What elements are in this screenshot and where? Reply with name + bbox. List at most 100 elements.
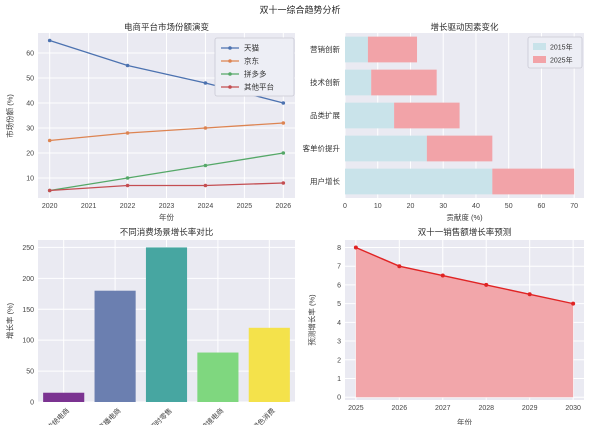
category-label: 品类扩展 [310, 110, 340, 120]
data-point [125, 176, 130, 180]
data-point [281, 121, 286, 125]
x-tick-label: 2029 [522, 405, 538, 412]
data-point [47, 188, 52, 193]
bar-segment-2025 [367, 36, 418, 63]
y-tick-label: 20 [26, 151, 34, 158]
y-tick-label: 30 [26, 126, 34, 133]
x-tick-label: 2030 [565, 405, 581, 412]
chart-title: 电商平台市场份额演变 [123, 22, 209, 32]
category-label: 技术创新 [310, 77, 340, 87]
y-tick-label: 3 [337, 339, 341, 346]
y-tick-label: 2 [337, 357, 341, 364]
bar-segment-2025 [426, 135, 493, 162]
category-label: 客单价提升 [303, 143, 341, 153]
bar [197, 352, 239, 402]
data-point [571, 301, 576, 306]
x-tick-label: 20 [407, 203, 415, 210]
legend-label: 2025年 [550, 56, 573, 65]
panel-market-share: 2020 2021 2022 2023 2024 2025 2026 10 20 30 40 50 60… [0, 20, 300, 224]
data-point [203, 163, 208, 168]
x-tick-label: 跨境电商 [199, 406, 225, 425]
x-tick-label: 30 [439, 203, 447, 210]
x-tick-label: 2025 [348, 405, 364, 412]
x-tick-label: 2026 [276, 203, 292, 210]
y-tick-label: 150 [22, 307, 34, 314]
y-tick-label: 50 [26, 76, 34, 83]
x-tick-label: 2028 [478, 405, 494, 412]
data-point [281, 181, 286, 185]
data-point [353, 245, 358, 250]
x-tick-label: 2021 [81, 203, 97, 210]
data-point [47, 38, 52, 43]
x-tick-label: 2026 [392, 405, 408, 412]
scenario-growth-bar-chart: 0 50 100 150 200 250 传统电商 直播电商 即时零售 跨境电商 绿色消费 [22, 240, 295, 425]
x-tick-label: 2022 [120, 203, 136, 210]
legend-label: 京东 [244, 56, 259, 66]
y-axis-label: 市场份额 (%) [5, 94, 15, 138]
x-tick-label: 70 [570, 203, 578, 210]
legend-swatch [533, 56, 546, 63]
x-tick-label: 10 [374, 203, 382, 210]
x-axis-label: 年份 [159, 213, 174, 222]
series-line [49, 122, 284, 142]
area-fill [355, 247, 574, 398]
x-tick-label: 绿色消费 [251, 406, 277, 425]
data-point [203, 126, 208, 130]
data-point [281, 151, 286, 155]
panel-growth-forecast: 2025 2026 2027 2028 2029 2030 0 1 2 3 4 5 6 7 8 双十一销售额… [300, 225, 600, 425]
x-tick-label: 60 [538, 203, 546, 210]
bar-segment-2025 [394, 102, 460, 129]
legend-marker [228, 72, 232, 76]
legend-marker [228, 59, 232, 63]
x-tick-label: 即时零售 [148, 406, 174, 425]
x-tick-label: 2027 [435, 405, 451, 412]
x-tick-label: 2024 [198, 203, 214, 210]
legend-label: 拼多多 [244, 69, 267, 79]
y-tick-label: 0 [30, 400, 34, 407]
y-tick-label: 4 [337, 320, 341, 327]
data-point [47, 138, 52, 143]
bar [248, 327, 290, 402]
bar [145, 247, 188, 402]
y-tick-label: 100 [22, 338, 34, 345]
x-tick-label: 2025 [237, 203, 253, 210]
y-tick-label: 10 [26, 176, 34, 183]
bar [94, 290, 136, 402]
figure-title: 双十一综合趋势分析 [259, 5, 341, 15]
legend-label: 天猫 [244, 43, 259, 53]
x-axis-label: 年份 [457, 418, 472, 425]
y-tick-label: 8 [337, 245, 341, 252]
y-tick-label: 40 [26, 101, 34, 108]
bar-segment-2025 [371, 69, 437, 96]
legend-marker [228, 46, 232, 50]
y-tick-label: 50 [26, 369, 34, 376]
bar-segment-2015 [345, 168, 493, 195]
data-point [203, 183, 208, 188]
chart-title: 不同消费场景增长率对比 [119, 227, 214, 237]
y-tick-label: 200 [22, 276, 34, 283]
y-tick-label: 0 [337, 395, 341, 402]
bar-segment-2015 [345, 102, 395, 129]
y-tick-label: 5 [337, 301, 341, 308]
x-tick-label: 40 [472, 203, 480, 210]
y-axis-label: 预测增长率 (%) [307, 294, 317, 346]
legend-marker [228, 85, 232, 89]
category-label: 营销创新 [310, 44, 340, 54]
market-share-line-chart: 2020 2021 2022 2023 2024 2025 2026 10 20 30 40 50 60… [26, 33, 295, 210]
data-point [281, 101, 286, 105]
series-line [49, 152, 284, 192]
y-tick-label: 6 [337, 282, 341, 289]
x-axis-label: 贡献度 (%) [446, 213, 483, 222]
y-tick-label: 7 [337, 264, 341, 271]
data-point [125, 63, 130, 68]
series-line [49, 182, 284, 192]
chart-title: 增长驱动因素变化 [430, 22, 499, 32]
legend-label: 其他平台 [244, 82, 274, 92]
category-label: 用户增长 [310, 176, 340, 186]
legend-label: 2015年 [550, 43, 573, 52]
data-point [125, 131, 130, 135]
data-point [125, 183, 130, 188]
data-point [203, 81, 208, 85]
series-line [355, 246, 574, 305]
